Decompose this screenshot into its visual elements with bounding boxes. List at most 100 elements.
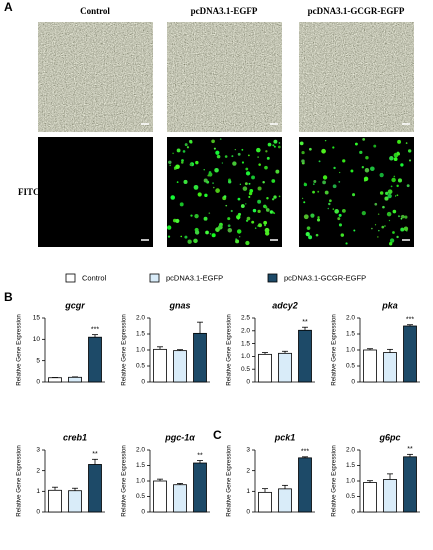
cell xyxy=(407,149,412,153)
cell xyxy=(228,180,232,184)
cell xyxy=(245,171,251,176)
chart-title: adcy2 xyxy=(272,300,298,310)
cell xyxy=(362,137,366,141)
bar-chart: gcgr Relative Gene Expression 0 5 10 15 *** xyxy=(16,300,105,386)
cell xyxy=(339,171,341,174)
cell xyxy=(187,239,192,244)
bar xyxy=(173,484,187,513)
cell xyxy=(271,198,275,201)
y-tick-label: 2.0 xyxy=(136,315,145,322)
cell xyxy=(272,144,275,147)
bar xyxy=(258,353,272,383)
cell xyxy=(179,202,184,207)
bar-chart: pka Relative Gene Expression 0 0.5 1.0 1.5 2.0… xyxy=(331,300,420,386)
cell xyxy=(327,207,330,210)
cell xyxy=(216,154,221,159)
legend-label: pcDNA3.1-EGFP xyxy=(166,273,223,282)
cell xyxy=(342,159,346,163)
legend-swatch xyxy=(267,273,278,283)
cell xyxy=(378,229,380,232)
cell xyxy=(305,232,310,237)
cell xyxy=(214,167,219,173)
cell xyxy=(371,227,373,230)
significance: ** xyxy=(302,319,308,326)
cell xyxy=(350,169,354,173)
bar xyxy=(363,349,377,383)
cell xyxy=(183,179,188,184)
cell xyxy=(408,159,412,162)
column-header: Control xyxy=(80,6,110,16)
cell xyxy=(321,148,326,154)
legend-label: Control xyxy=(82,273,107,282)
cell xyxy=(215,188,220,193)
cell xyxy=(397,139,402,144)
cell xyxy=(389,156,394,161)
bar-chart: pck1 Relative Gene Expression 0 1 2 3 *** xyxy=(226,432,315,517)
cell xyxy=(374,224,377,226)
cell xyxy=(364,168,370,173)
cell xyxy=(373,144,377,148)
bar xyxy=(383,479,397,513)
cell xyxy=(377,236,379,238)
fluorescence-image xyxy=(167,137,282,247)
cell xyxy=(340,233,345,237)
cell xyxy=(258,163,261,166)
bar xyxy=(193,462,207,513)
cell xyxy=(392,231,395,234)
y-tick-label: 3 xyxy=(246,447,250,454)
cell xyxy=(400,163,404,167)
cell xyxy=(404,215,408,219)
cell xyxy=(389,238,395,243)
cell xyxy=(273,145,276,148)
cell xyxy=(251,220,255,224)
cell xyxy=(239,236,241,238)
chart-title: pck1 xyxy=(274,432,296,442)
cell xyxy=(299,141,304,146)
bar xyxy=(48,489,62,513)
cell xyxy=(249,189,254,193)
cell xyxy=(322,175,328,180)
chart-title: g6pc xyxy=(378,432,400,442)
cell xyxy=(180,235,183,238)
cell xyxy=(213,186,215,189)
chart-title: creb1 xyxy=(63,432,87,442)
cell xyxy=(193,238,198,244)
cell xyxy=(265,208,270,212)
cell xyxy=(208,171,212,174)
bar-chart: gnas Relative Gene Expression 0 0.5 1.0 1.5 2.… xyxy=(121,300,210,386)
cell xyxy=(263,220,268,225)
cell xyxy=(391,177,396,183)
bar xyxy=(403,456,417,513)
y-tick-label: 2.0 xyxy=(136,447,145,454)
chart-title: pgc-1α xyxy=(164,432,195,442)
cell xyxy=(318,160,321,163)
cell xyxy=(393,175,396,178)
cell xyxy=(361,166,365,169)
cell xyxy=(167,235,171,238)
cell xyxy=(190,214,193,217)
cell xyxy=(379,172,384,178)
cell xyxy=(257,199,262,204)
bar xyxy=(403,325,417,383)
cell xyxy=(208,212,211,214)
cell xyxy=(341,208,346,213)
y-tick-label: 1 xyxy=(246,488,250,495)
cell xyxy=(231,155,234,158)
cell xyxy=(209,232,212,235)
cell xyxy=(338,213,342,217)
cell xyxy=(257,156,259,158)
cell xyxy=(405,142,408,144)
cell xyxy=(400,227,405,232)
cell xyxy=(338,223,342,227)
y-tick-label: 10 xyxy=(33,336,41,343)
cell xyxy=(206,180,210,184)
legend-label: pcDNA3.1-GCGR-EGFP xyxy=(284,273,366,282)
y-tick-label: 3 xyxy=(36,447,40,454)
cell xyxy=(361,211,366,216)
cell xyxy=(386,211,392,217)
cell xyxy=(303,182,308,187)
y-tick-label: 1.0 xyxy=(346,347,355,354)
y-tick-label: 1.0 xyxy=(241,353,250,360)
bar xyxy=(298,329,312,383)
cell xyxy=(194,213,199,219)
